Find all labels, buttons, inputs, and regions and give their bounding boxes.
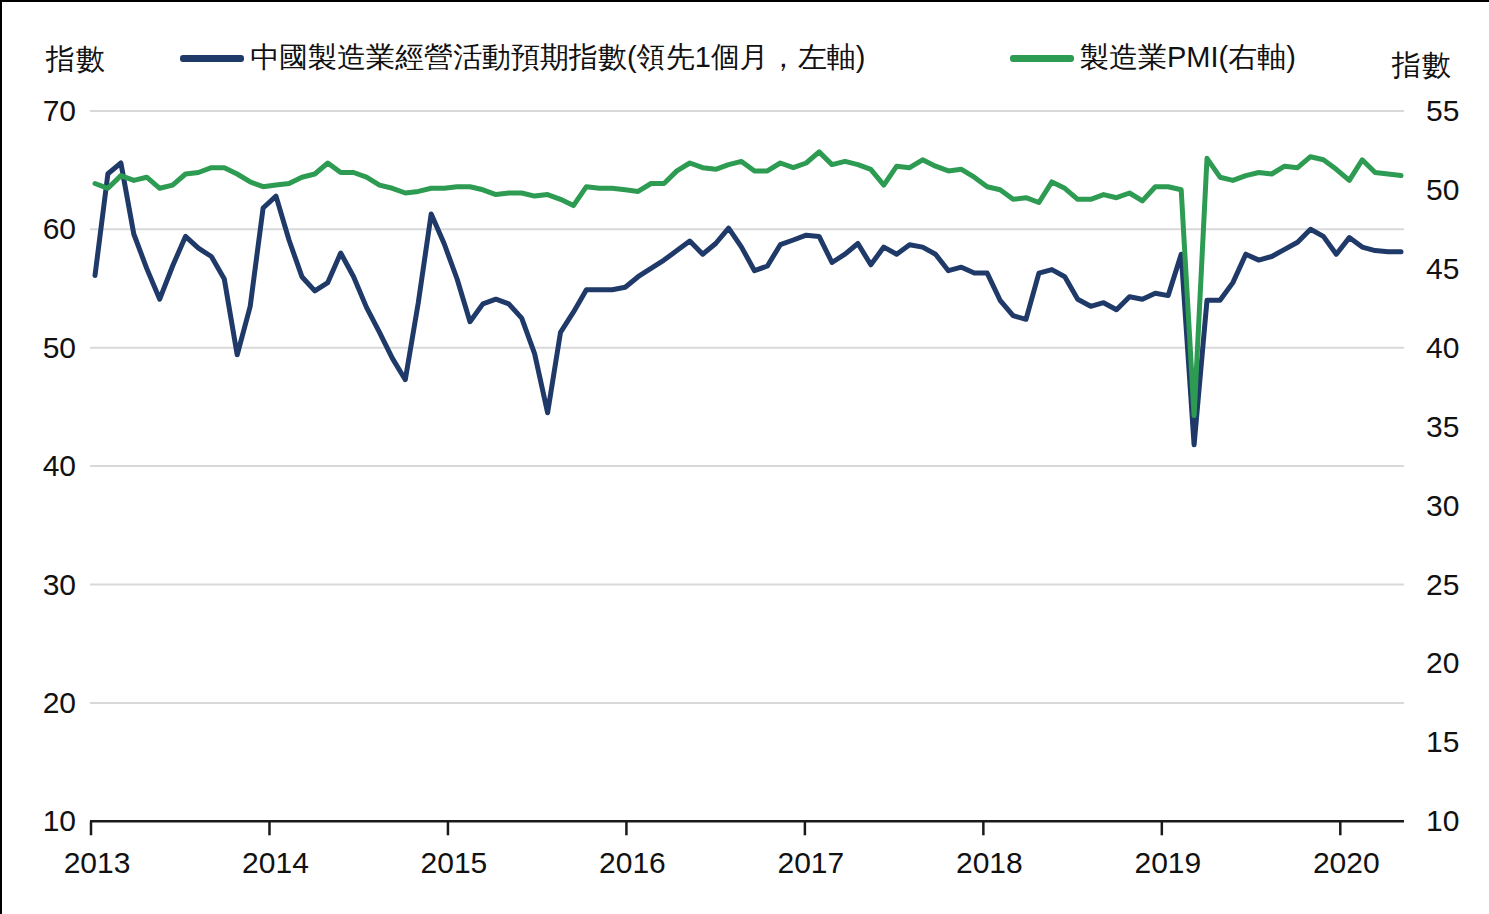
right-axis-tick-label: 10 bbox=[1426, 804, 1459, 837]
left-axis-tick-label: 40 bbox=[43, 449, 76, 482]
x-axis-year-label: 2013 bbox=[64, 846, 131, 879]
left-axis-tick-label: 20 bbox=[43, 686, 76, 719]
x-axis-year-label: 2018 bbox=[956, 846, 1023, 879]
left-axis-tick-label: 30 bbox=[43, 568, 76, 601]
right-axis-tick-label: 35 bbox=[1426, 410, 1459, 443]
right-axis-tick-label: 40 bbox=[1426, 331, 1459, 364]
x-axis-year-label: 2016 bbox=[599, 846, 666, 879]
right-axis-tick-label: 20 bbox=[1426, 646, 1459, 679]
right-axis-tick-label: 25 bbox=[1426, 568, 1459, 601]
x-axis-year-label: 2020 bbox=[1313, 846, 1380, 879]
x-axis-year-label: 2014 bbox=[242, 846, 309, 879]
x-axis-year-label: 2015 bbox=[421, 846, 488, 879]
series-line-pmi bbox=[95, 152, 1401, 416]
x-axis-year-label: 2019 bbox=[1134, 846, 1201, 879]
right-axis-tick-label: 30 bbox=[1426, 489, 1459, 522]
line-chart-canvas: 2013201420152016201720182019202020217060… bbox=[2, 2, 1489, 914]
right-axis-tick-label: 55 bbox=[1426, 94, 1459, 127]
left-axis-tick-label: 50 bbox=[43, 331, 76, 364]
left-axis-tick-label: 10 bbox=[43, 804, 76, 837]
chart-figure: 指數 中國製造業經營活動預期指數(領先1個月，左軸) 製造業PMI(右軸) 指數… bbox=[0, 0, 1489, 914]
left-axis-tick-label: 60 bbox=[43, 212, 76, 245]
left-axis-tick-label: 70 bbox=[43, 94, 76, 127]
right-axis-tick-label: 15 bbox=[1426, 725, 1459, 758]
right-axis-tick-label: 45 bbox=[1426, 252, 1459, 285]
right-axis-tick-label: 50 bbox=[1426, 173, 1459, 206]
x-axis-year-label: 2017 bbox=[778, 846, 845, 879]
